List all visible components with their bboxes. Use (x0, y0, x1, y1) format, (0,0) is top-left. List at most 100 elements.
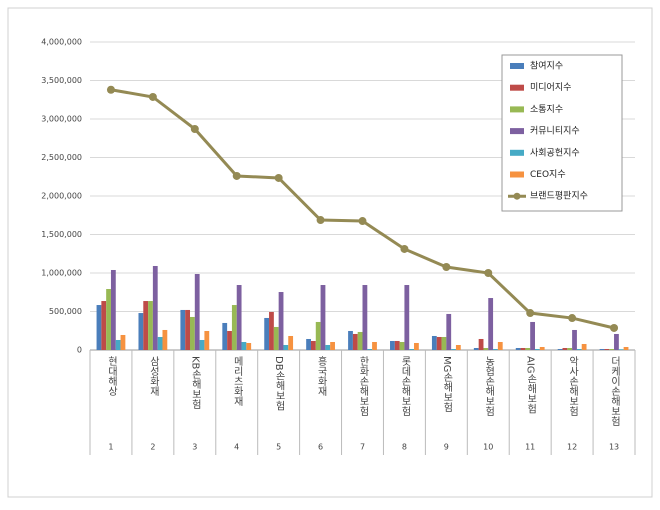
bar (106, 289, 111, 350)
legend-label: 소통지수 (530, 104, 563, 115)
bar (110, 269, 116, 350)
legend-label: 커뮤니티지수 (530, 126, 580, 137)
line-marker (190, 125, 199, 134)
bar (539, 346, 545, 350)
bar (436, 336, 442, 350)
bar (515, 347, 521, 350)
bar (399, 341, 405, 350)
bar (455, 344, 461, 350)
bar (414, 342, 419, 350)
bar (222, 322, 228, 350)
bar (581, 343, 587, 350)
rank-label: 12 (567, 443, 577, 452)
bar (473, 347, 479, 350)
legend-label: 미디어지수 (530, 82, 571, 93)
bar (180, 309, 186, 350)
line-marker (106, 85, 115, 94)
bar (310, 340, 316, 350)
legend-key (510, 84, 524, 91)
bar (431, 335, 437, 350)
rank-label: 10 (483, 443, 493, 452)
bar (278, 292, 284, 350)
bar (357, 331, 363, 350)
bar (404, 285, 410, 350)
legend-label: 참여지수 (530, 60, 563, 72)
y-tick-label: 3,500,000 (41, 76, 82, 85)
bar (604, 348, 610, 350)
bar (283, 344, 289, 350)
bar (273, 326, 279, 350)
line-marker (148, 92, 157, 101)
x-tick-label: 악사손해보험 (567, 356, 579, 416)
bar (390, 340, 395, 350)
x-tick-label: AIG손해보험 (525, 356, 537, 414)
rank-label: 6 (318, 443, 323, 452)
x-tick-label: 흥국화재 (315, 355, 327, 397)
bar (143, 301, 149, 350)
rank-label: 1 (108, 443, 113, 452)
x-tick-label: 농협손해보험 (483, 356, 495, 416)
line-marker (526, 309, 535, 318)
legend-label: CEO지수 (530, 169, 566, 180)
bar (367, 348, 373, 350)
bar (162, 329, 168, 350)
bar (315, 321, 321, 350)
x-tick-label: KB손해보험 (189, 356, 201, 409)
bar (231, 305, 237, 350)
bar (241, 341, 247, 350)
bar (185, 309, 191, 350)
x-tick-label: 롯데손해보험 (399, 356, 411, 416)
legend-key (510, 106, 524, 113)
line-marker (610, 323, 619, 332)
y-tick-label: 4,000,000 (41, 38, 82, 47)
bar (348, 330, 353, 350)
bar (451, 348, 456, 350)
bar (609, 348, 615, 350)
bar (530, 321, 535, 350)
bar (115, 339, 121, 350)
bar (320, 285, 326, 350)
line-marker (358, 217, 367, 226)
x-tick-label: 한화손해보험 (357, 356, 369, 416)
bar (352, 333, 358, 350)
bar (148, 301, 153, 350)
line-marker (442, 262, 451, 271)
x-tick-label: MG손해보험 (441, 356, 453, 412)
bar (493, 348, 498, 350)
rank-label: 4 (234, 443, 239, 452)
y-tick-label: 1,500,000 (41, 230, 82, 239)
bar (190, 316, 195, 350)
y-tick-label: 0 (77, 346, 82, 355)
rank-label: 3 (192, 443, 197, 452)
bar (264, 317, 270, 350)
bar (227, 330, 232, 350)
legend-key (510, 149, 524, 156)
bar (409, 348, 415, 350)
rank-label: 2 (150, 443, 155, 452)
rank-label: 11 (525, 443, 535, 452)
x-tick-label: 더케이손해보험 (609, 356, 621, 426)
bar (101, 301, 107, 350)
bar (497, 341, 503, 350)
bar (246, 342, 252, 350)
bar (478, 338, 484, 350)
bar (372, 341, 377, 350)
bar (362, 285, 368, 350)
bar (269, 311, 274, 350)
bar (199, 339, 205, 350)
bar (96, 305, 102, 350)
bar (236, 285, 242, 350)
bar (441, 336, 447, 350)
line-marker (274, 173, 283, 182)
bar (204, 330, 210, 350)
legend-key (510, 63, 524, 69)
rank-label: 9 (444, 443, 449, 452)
bar (138, 313, 144, 350)
y-tick-label: 2,500,000 (41, 153, 82, 162)
legend-label: 브랜드평판지수 (530, 191, 588, 202)
bar (394, 340, 400, 350)
legend-key (510, 171, 524, 178)
line-marker (316, 216, 325, 225)
